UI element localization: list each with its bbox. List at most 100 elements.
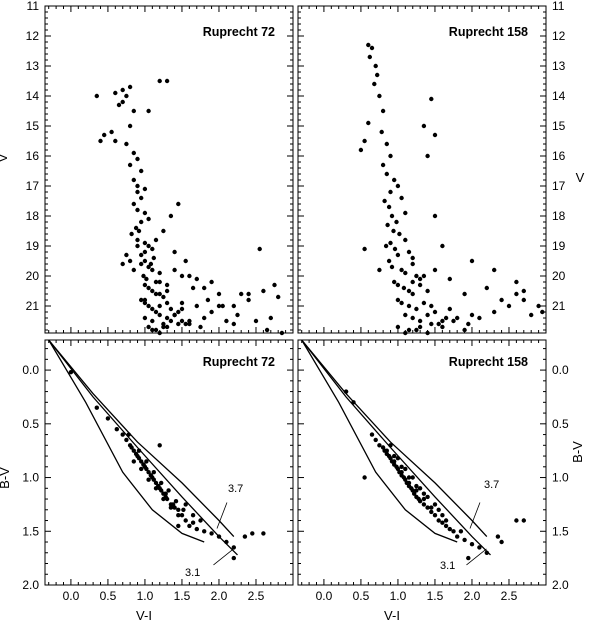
data-point xyxy=(392,279,397,285)
data-point xyxy=(499,297,504,303)
y-tick-label: 1.5 xyxy=(22,524,39,538)
data-point xyxy=(183,518,188,523)
data-point xyxy=(403,330,408,336)
data-point xyxy=(395,297,401,303)
data-point xyxy=(142,186,148,192)
y-tick-label: 19 xyxy=(552,239,566,253)
data-point xyxy=(380,162,386,168)
data-point xyxy=(403,312,408,318)
data-point xyxy=(173,499,179,504)
data-point xyxy=(401,285,407,291)
data-point xyxy=(161,324,166,330)
panel-ruprecht-158-color-color: Ruprecht 158 0.0 0.5 1.0 1.5 2.0 0.0 0.5 1.0 1.5… xyxy=(297,339,569,603)
data-point xyxy=(176,321,181,327)
data-point xyxy=(261,531,266,536)
data-point xyxy=(414,488,419,493)
data-point xyxy=(429,303,434,309)
data-point xyxy=(395,324,401,330)
data-point xyxy=(231,555,236,561)
curve-label-leader xyxy=(469,502,481,529)
data-point xyxy=(190,520,196,525)
data-point xyxy=(131,459,136,464)
data-point xyxy=(421,123,427,129)
data-point xyxy=(129,445,134,450)
data-point xyxy=(153,327,159,333)
data-point xyxy=(161,294,166,300)
data-point xyxy=(436,507,441,512)
reddening-curve xyxy=(301,339,458,543)
data-point xyxy=(443,523,449,529)
data-point xyxy=(388,189,393,195)
data-point xyxy=(417,486,423,491)
data-point xyxy=(362,246,367,252)
data-point xyxy=(351,400,356,405)
data-point xyxy=(190,285,196,291)
data-point xyxy=(114,427,120,432)
data-point xyxy=(410,291,415,297)
y-tick-label: 18 xyxy=(26,209,40,223)
data-point xyxy=(414,273,419,279)
data-point xyxy=(377,443,382,448)
data-point xyxy=(153,279,159,285)
data-point xyxy=(144,459,149,464)
data-point xyxy=(148,261,154,267)
data-point xyxy=(389,264,395,270)
data-point xyxy=(153,291,159,297)
data-point xyxy=(135,156,140,162)
data-point xyxy=(410,279,415,285)
data-point xyxy=(124,437,129,443)
data-point xyxy=(141,273,146,279)
data-point xyxy=(377,267,382,273)
data-point xyxy=(135,207,140,213)
data-point xyxy=(183,502,188,507)
data-point xyxy=(440,318,445,324)
data-point xyxy=(414,306,419,312)
data-point xyxy=(157,330,162,336)
data-point xyxy=(113,138,118,144)
data-point xyxy=(399,267,404,273)
data-point xyxy=(421,300,427,306)
data-point xyxy=(216,534,222,539)
y-tick-label: 15 xyxy=(552,119,566,133)
data-point xyxy=(440,513,445,518)
panel-ruprecht-72-color-color: Ruprecht 72 0.0 0.5 1.0 1.5 2.0 0.0 0.5 1.0 1.5 2… xyxy=(22,339,294,603)
data-point xyxy=(153,480,159,486)
y-tick-label: 14 xyxy=(552,89,566,103)
data-point xyxy=(181,507,186,512)
data-point xyxy=(388,443,393,448)
data-point xyxy=(436,321,441,327)
data-point xyxy=(235,312,240,318)
x-tick-label: 1.0 xyxy=(137,589,154,603)
data-point xyxy=(386,204,392,210)
data-point xyxy=(373,437,378,443)
x-tick-label: 2.5 xyxy=(248,589,265,603)
data-point xyxy=(383,243,389,249)
data-point xyxy=(231,303,236,309)
data-point xyxy=(380,108,386,114)
data-point xyxy=(172,249,177,255)
data-point xyxy=(216,291,222,297)
data-point xyxy=(358,147,364,153)
data-point xyxy=(410,255,415,261)
plot-frame xyxy=(44,5,294,334)
y-tick-label: 18 xyxy=(552,209,566,223)
data-point xyxy=(389,213,395,219)
data-point xyxy=(224,539,229,545)
data-point xyxy=(369,432,375,437)
data-point xyxy=(164,496,170,502)
data-point xyxy=(127,84,133,90)
data-point xyxy=(124,93,129,99)
data-point xyxy=(159,488,164,493)
data-point xyxy=(466,555,471,561)
data-point xyxy=(183,321,188,327)
x-axis-label-vi-left: V-I xyxy=(136,608,152,623)
data-point xyxy=(451,529,456,534)
curve-label-leader xyxy=(466,548,487,566)
data-point xyxy=(421,491,427,496)
y-tick-label: 0.5 xyxy=(22,417,39,431)
data-point xyxy=(190,513,196,518)
data-point xyxy=(151,470,156,475)
data-point xyxy=(109,129,114,135)
data-point xyxy=(172,312,177,318)
data-point xyxy=(176,507,181,512)
